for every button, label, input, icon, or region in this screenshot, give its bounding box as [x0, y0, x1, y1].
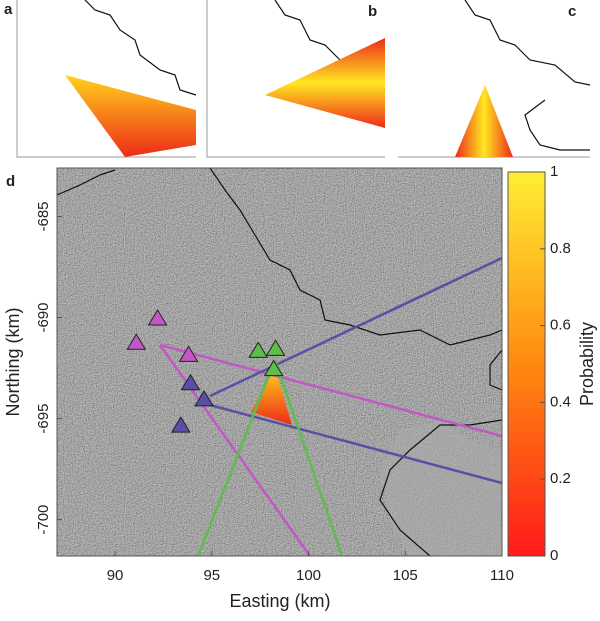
- plot-frame: [56, 167, 503, 557]
- frame: [16, 0, 196, 158]
- colorbar-label: Probability: [577, 322, 597, 406]
- colorbar: [507, 171, 546, 557]
- bearing-line: [158, 344, 312, 556]
- x-tick-label: 100: [296, 567, 321, 584]
- x-axis-label: Easting (km): [229, 591, 330, 611]
- x-tick-label: 105: [393, 567, 418, 584]
- bearing-line: [209, 403, 502, 485]
- cone: [455, 85, 513, 157]
- coastline: [524, 99, 590, 151]
- triangle-marker: [248, 341, 269, 358]
- colorbar-tick-label: 0.6: [550, 317, 571, 334]
- frame: [206, 0, 385, 158]
- panel-c: c: [398, 0, 591, 158]
- panel-d: d Easting (km) Northing (km) Probability: [3, 167, 597, 611]
- bearing-line: [273, 359, 344, 556]
- triangle-marker: [178, 345, 199, 362]
- bearing-line: [196, 359, 277, 556]
- colorbar-tick-label: 1: [550, 163, 558, 180]
- coastline: [84, 0, 197, 96]
- y-tick-label: -685: [35, 201, 52, 231]
- triangle-marker: [180, 373, 201, 391]
- triangle-marker: [147, 309, 168, 326]
- bearing-line: [209, 256, 502, 398]
- y-axis-label: Northing (km): [3, 307, 23, 416]
- colorbar-tick-label: 0.8: [550, 240, 571, 257]
- panel-label: d: [6, 173, 15, 190]
- panel-label: a: [4, 1, 13, 18]
- colorbar-tick-label: 0.2: [550, 470, 571, 487]
- x-tick-label: 90: [107, 567, 124, 584]
- probability-cone: [251, 368, 292, 425]
- triangle-marker: [265, 339, 286, 356]
- y-tick-label: -700: [35, 505, 52, 535]
- coastline: [57, 168, 502, 346]
- triangle-marker: [194, 389, 214, 407]
- x-tick-label: 95: [203, 567, 220, 584]
- panel-label: b: [368, 3, 377, 20]
- panel-b: b: [206, 0, 386, 158]
- cone: [65, 75, 196, 157]
- coastline: [464, 0, 591, 86]
- y-tick-label: -695: [35, 404, 52, 434]
- cone: [265, 38, 385, 128]
- triangle-marker: [170, 416, 191, 433]
- panel-a: a: [4, 0, 197, 158]
- panel-label: c: [568, 3, 576, 20]
- triangle-marker: [263, 359, 284, 377]
- land: [380, 420, 502, 556]
- bearing-line: [159, 343, 502, 438]
- colorbar-tick-label: 0.4: [550, 393, 571, 410]
- triangle-marker: [126, 333, 147, 350]
- x-tick-label: 110: [490, 567, 514, 584]
- colorbar-tick-label: 0: [550, 547, 558, 564]
- y-tick-label: -690: [35, 303, 52, 333]
